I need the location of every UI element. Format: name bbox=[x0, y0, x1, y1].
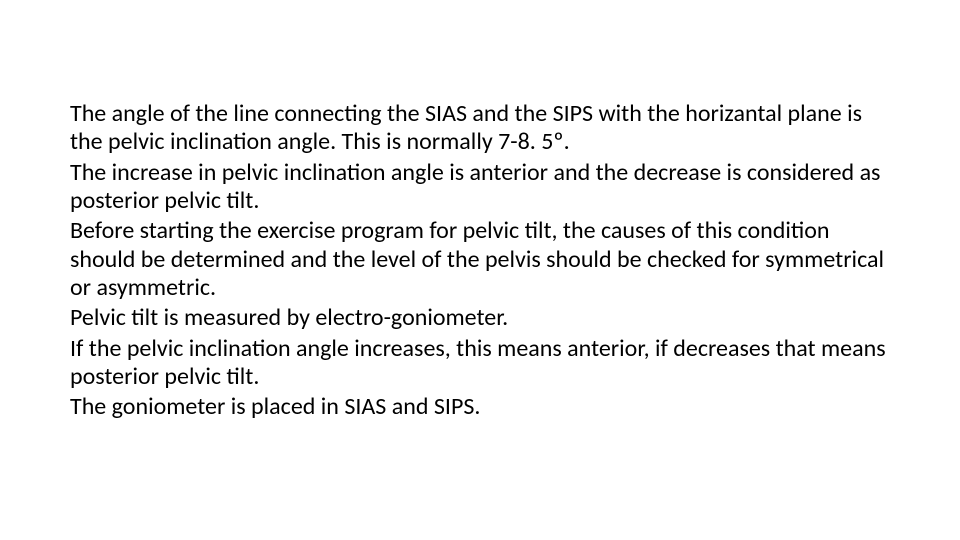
paragraph: Pelvic tilt is measured by electro-gonio… bbox=[70, 304, 890, 332]
paragraph: Before starting the exercise program for… bbox=[70, 217, 890, 302]
paragraph: The increase in pelvic inclination angle… bbox=[70, 159, 890, 216]
paragraph: The angle of the line connecting the SIA… bbox=[70, 100, 890, 157]
paragraph: The goniometer is placed in SIAS and SIP… bbox=[70, 393, 890, 421]
slide-body: The angle of the line connecting the SIA… bbox=[0, 0, 960, 540]
paragraph: If the pelvic inclination angle increase… bbox=[70, 335, 890, 392]
